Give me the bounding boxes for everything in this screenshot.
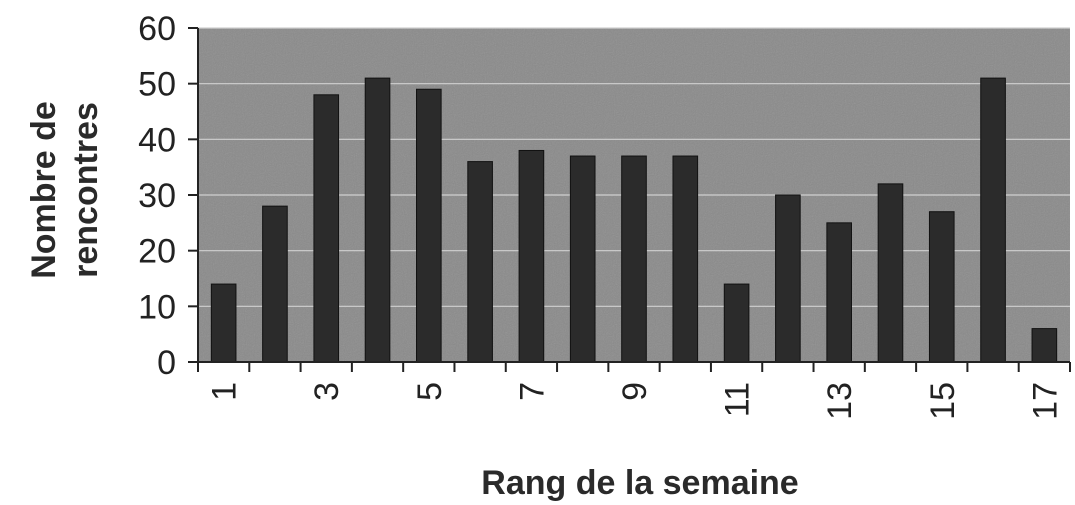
bar-7 xyxy=(518,149,545,363)
x-tick-label: 13 xyxy=(821,382,859,420)
y-tick-label: 40 xyxy=(138,121,176,159)
bar-9 xyxy=(621,155,647,363)
x-tick-label: 7 xyxy=(513,382,551,401)
x-tick-label: 17 xyxy=(1026,382,1064,420)
y-tick-label: 20 xyxy=(138,233,176,271)
y-tick-label: 50 xyxy=(138,66,176,104)
bar-12 xyxy=(775,194,801,363)
bar-13 xyxy=(826,222,852,363)
y-tick-label: 10 xyxy=(138,288,176,326)
y-axis-label-line-2: rencontres xyxy=(67,102,105,278)
x-tick-label: 15 xyxy=(924,382,962,420)
y-tick-labels: 0 10 20 30 40 50 60 xyxy=(138,10,176,382)
bar-15 xyxy=(928,211,955,363)
bar-10 xyxy=(672,155,699,363)
axes xyxy=(188,27,1071,372)
bar-6 xyxy=(467,161,493,363)
bars xyxy=(210,77,1058,363)
x-tick-label: 5 xyxy=(411,382,449,401)
bar-11 xyxy=(723,283,750,363)
x-tick-label: 9 xyxy=(616,382,654,401)
y-tick-label: 60 xyxy=(138,10,176,48)
bar-3 xyxy=(313,94,340,363)
bar-16 xyxy=(980,77,1006,363)
bar-2 xyxy=(262,205,288,363)
bar-1 xyxy=(210,283,237,363)
bar-14 xyxy=(877,183,904,363)
bar-17 xyxy=(1031,328,1058,363)
bar-5 xyxy=(416,88,442,363)
x-tick-label: 3 xyxy=(308,382,346,401)
x-tick-label: 1 xyxy=(206,382,244,401)
x-tick-labels: 1 3 5 7 9 11 13 15 17 xyxy=(206,382,1065,420)
y-axis-label-line-1: Nombre de xyxy=(25,101,63,279)
x-tick-label: 11 xyxy=(719,382,757,417)
bar-8 xyxy=(569,155,596,363)
x-axis-label: Rang de la semaine xyxy=(481,464,798,502)
y-tick-label: 0 xyxy=(157,344,176,382)
bar-4 xyxy=(364,77,391,363)
y-tick-label: 30 xyxy=(138,177,176,215)
